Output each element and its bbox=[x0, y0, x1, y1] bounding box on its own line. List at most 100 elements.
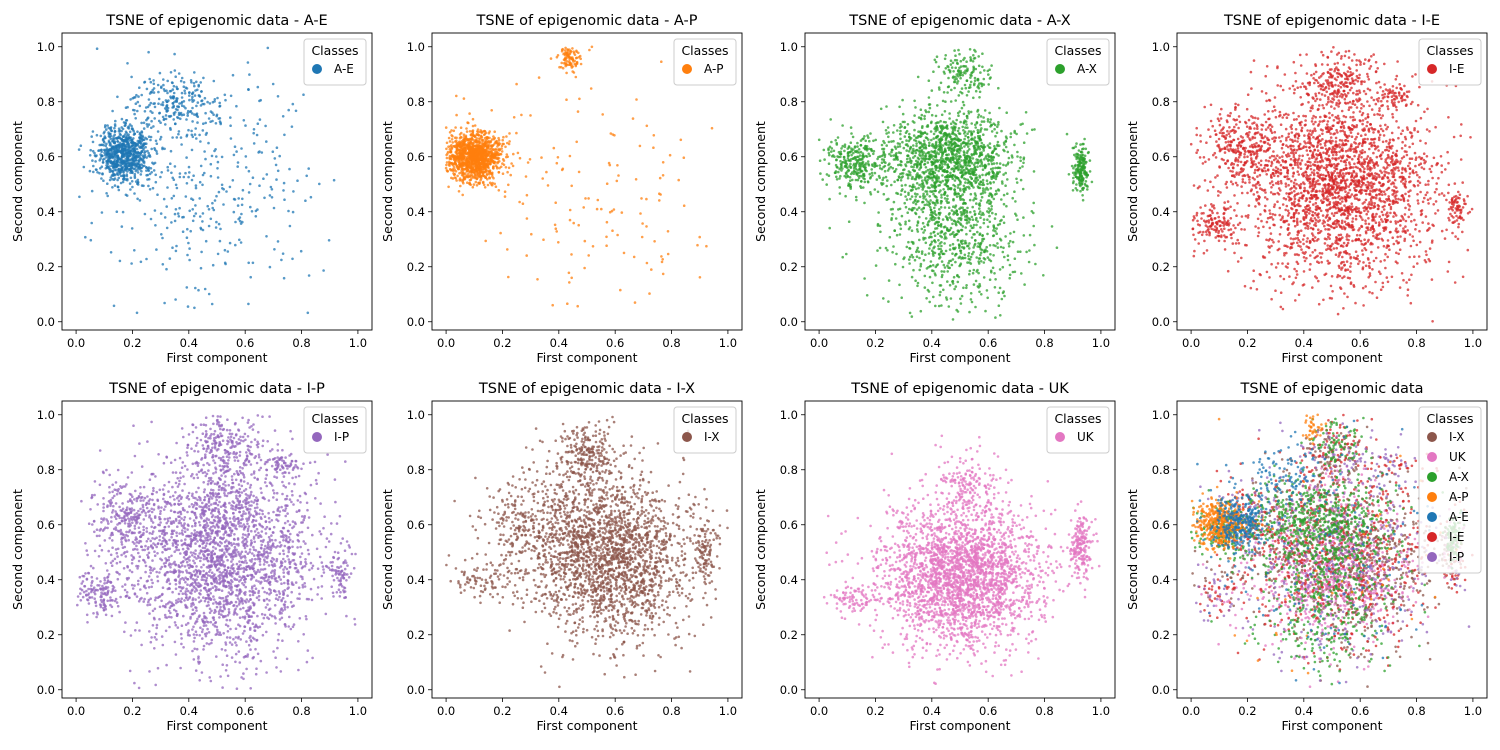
data-point bbox=[901, 140, 904, 144]
data-point bbox=[470, 138, 473, 141]
data-point bbox=[240, 203, 244, 207]
data-point bbox=[223, 248, 227, 252]
data-point bbox=[957, 155, 960, 158]
data-point bbox=[933, 58, 937, 62]
data-point bbox=[934, 203, 937, 207]
data-point bbox=[172, 113, 176, 116]
data-point bbox=[900, 184, 904, 187]
data-point bbox=[207, 292, 211, 296]
data-point bbox=[909, 197, 912, 201]
data-point bbox=[837, 170, 840, 174]
data-point bbox=[843, 165, 847, 168]
data-point bbox=[481, 160, 484, 164]
data-point bbox=[927, 221, 930, 224]
data-point bbox=[493, 136, 497, 140]
data-point bbox=[209, 217, 213, 221]
data-point bbox=[965, 123, 968, 126]
data-point bbox=[209, 110, 213, 113]
data-point bbox=[964, 226, 967, 229]
data-point bbox=[953, 86, 956, 90]
data-point bbox=[943, 57, 947, 61]
data-point bbox=[126, 158, 130, 162]
data-point bbox=[846, 154, 850, 158]
y-tick-label: 0.2 bbox=[407, 260, 425, 274]
data-point bbox=[635, 98, 638, 101]
data-point bbox=[149, 101, 153, 105]
data-point bbox=[611, 229, 614, 232]
data-point bbox=[982, 213, 985, 216]
data-point bbox=[1034, 262, 1037, 266]
data-point bbox=[497, 189, 501, 192]
data-point bbox=[453, 145, 457, 149]
data-point bbox=[984, 248, 987, 251]
data-point bbox=[122, 174, 126, 178]
data-point bbox=[941, 179, 944, 183]
data-point bbox=[978, 290, 981, 294]
data-point bbox=[462, 178, 465, 181]
data-point bbox=[582, 206, 585, 209]
data-point bbox=[949, 100, 953, 103]
data-point bbox=[181, 230, 185, 233]
data-point bbox=[917, 130, 920, 133]
data-point bbox=[922, 196, 925, 200]
data-point bbox=[498, 166, 501, 170]
data-point bbox=[899, 193, 903, 196]
data-point bbox=[506, 248, 509, 251]
data-point bbox=[993, 144, 996, 148]
data-point bbox=[916, 221, 920, 225]
data-point bbox=[838, 167, 841, 171]
data-point bbox=[182, 113, 186, 116]
data-point bbox=[892, 200, 896, 204]
data-point bbox=[934, 60, 938, 64]
data-point bbox=[180, 96, 184, 99]
x-tick-label: 0.6 bbox=[606, 336, 624, 350]
data-point bbox=[512, 152, 515, 156]
data-point bbox=[128, 130, 132, 134]
data-point bbox=[232, 197, 236, 201]
data-point bbox=[108, 170, 112, 174]
series-A-E bbox=[77, 46, 336, 315]
data-point bbox=[497, 136, 500, 140]
data-point bbox=[275, 146, 279, 149]
data-point bbox=[962, 103, 966, 107]
data-point bbox=[219, 227, 222, 231]
data-point bbox=[976, 110, 979, 113]
data-point bbox=[174, 75, 177, 78]
data-point bbox=[939, 247, 942, 251]
data-point bbox=[925, 193, 929, 196]
data-point bbox=[919, 108, 923, 111]
data-point bbox=[967, 110, 970, 113]
data-point bbox=[474, 180, 478, 184]
data-point bbox=[857, 155, 860, 159]
data-point bbox=[453, 168, 457, 171]
data-point bbox=[103, 157, 106, 161]
data-point bbox=[493, 182, 497, 186]
data-point bbox=[195, 114, 199, 117]
data-point bbox=[464, 137, 467, 141]
data-point bbox=[219, 121, 222, 125]
data-point bbox=[924, 198, 928, 201]
x-tick-label: 0.8 bbox=[292, 336, 310, 350]
data-point bbox=[209, 120, 212, 123]
data-point bbox=[161, 103, 165, 107]
data-point bbox=[1021, 187, 1025, 191]
data-point bbox=[185, 156, 188, 159]
data-point bbox=[913, 128, 916, 132]
data-point bbox=[568, 61, 572, 64]
y-tick-label: 0.0 bbox=[407, 315, 425, 329]
data-point bbox=[989, 167, 993, 171]
data-point bbox=[879, 107, 883, 111]
data-point bbox=[849, 150, 852, 154]
data-point bbox=[897, 163, 900, 167]
data-point bbox=[906, 211, 909, 214]
data-point bbox=[875, 178, 879, 181]
data-point bbox=[566, 302, 569, 306]
data-point bbox=[268, 194, 272, 197]
data-point bbox=[973, 79, 977, 82]
data-point bbox=[169, 114, 173, 118]
data-point bbox=[124, 193, 128, 197]
data-point bbox=[979, 115, 983, 118]
data-point bbox=[947, 206, 951, 209]
data-point bbox=[972, 130, 975, 133]
data-point bbox=[466, 181, 469, 184]
